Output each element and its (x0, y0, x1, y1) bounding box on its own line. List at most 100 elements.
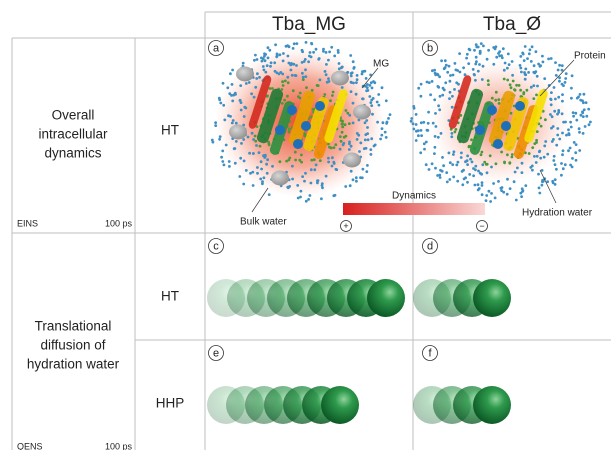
bulk-water (239, 108, 243, 112)
bulk-water (388, 113, 392, 116)
bulk-water (569, 125, 573, 129)
bulk-water (557, 109, 561, 112)
bulk-water (304, 199, 308, 203)
bulk-water (322, 47, 325, 51)
bulk-water (570, 165, 574, 169)
hydration-water (508, 83, 512, 87)
bulk-water (553, 183, 557, 186)
bulk-water (281, 72, 285, 76)
bulk-water (352, 66, 356, 69)
hydration-water (271, 87, 274, 90)
bulk-water (578, 130, 581, 134)
bulk-water (581, 110, 584, 114)
bulk-water (445, 180, 449, 184)
bulk-water (228, 92, 232, 96)
bulk-water (260, 167, 263, 171)
bulk-water (363, 121, 367, 125)
helix (503, 96, 529, 152)
bulk-water (526, 57, 529, 60)
hydration-water (287, 130, 291, 134)
hydration-water (486, 79, 490, 83)
bulk-water (467, 62, 471, 65)
hydration-water (310, 88, 314, 92)
bulk-water (512, 180, 516, 184)
bulk-water (349, 90, 353, 93)
bulk-water (349, 74, 353, 78)
row-group-label: Translational (35, 319, 112, 334)
bulk-water (324, 73, 328, 77)
bulk-water (520, 195, 523, 199)
bulk-water (523, 77, 527, 81)
hydration-water (511, 79, 515, 83)
bulk-water (427, 110, 430, 114)
bulk-water (385, 122, 388, 125)
bulk-water (500, 54, 503, 57)
bulk-water (503, 61, 507, 65)
hydration-water (513, 88, 516, 91)
bulk-water (567, 133, 571, 137)
bulk-water (480, 78, 484, 81)
bulk-water (324, 174, 328, 178)
diffusion-spheres (207, 279, 405, 317)
bulk-water (361, 167, 365, 171)
bulk-water (523, 45, 527, 48)
bulk-water (299, 189, 303, 193)
bulk-water (410, 117, 414, 120)
bulk-water (557, 95, 561, 99)
bulk-water (370, 137, 374, 141)
bulk-water (372, 144, 376, 148)
bulk-water (371, 112, 374, 116)
hydration-water (517, 84, 521, 87)
bulk-water (295, 64, 298, 67)
table-grid (11, 11, 611, 450)
bulk-water (223, 118, 227, 122)
bulk-water (518, 64, 522, 67)
panel-letter-circle (208, 345, 224, 361)
bulk-water (537, 62, 540, 66)
hydration-water (283, 79, 287, 83)
bulk-water (429, 93, 432, 97)
bulk-water (239, 84, 243, 87)
colorbar-title: Dynamics (392, 191, 436, 202)
bulk-water (323, 70, 327, 73)
bulk-water (561, 149, 565, 153)
bulk-water (480, 184, 484, 187)
bulk-water (327, 160, 330, 164)
hydration-water (509, 111, 513, 115)
hydration-water (347, 122, 351, 125)
bulk-water (574, 143, 578, 147)
bulk-water (516, 166, 519, 170)
hydration-water (532, 97, 536, 100)
bulk-water (507, 63, 511, 66)
bulk-water (292, 42, 296, 46)
bulk-water (552, 159, 556, 162)
bulk-water (336, 49, 340, 52)
bulk-water (312, 50, 315, 54)
bulk-water (521, 52, 525, 56)
bulk-water (571, 157, 574, 160)
bulk-water (571, 111, 575, 114)
bulk-water (379, 137, 382, 141)
bulk-water (292, 62, 296, 66)
bulk-water (506, 177, 509, 181)
bulk-water (365, 170, 369, 174)
bulk-water (309, 181, 313, 185)
bulk-water (265, 64, 269, 67)
bulk-water (314, 47, 318, 51)
bulk-water (247, 81, 251, 84)
bulk-water (221, 149, 225, 153)
bulk-water (541, 54, 544, 58)
hydration-water (340, 122, 344, 126)
bulk-water (463, 73, 467, 77)
hydration-water-label: Hydration water (522, 208, 593, 219)
bulk-water (327, 58, 330, 62)
hydration-water (544, 118, 547, 122)
bulk-water (492, 46, 496, 49)
bulk-water (487, 189, 491, 193)
mg-blob (236, 66, 254, 82)
bulk-water (363, 69, 367, 73)
bulk-water (210, 138, 214, 142)
hydration-water (512, 104, 516, 108)
bulk-water (422, 120, 426, 124)
bulk-water (522, 59, 526, 62)
